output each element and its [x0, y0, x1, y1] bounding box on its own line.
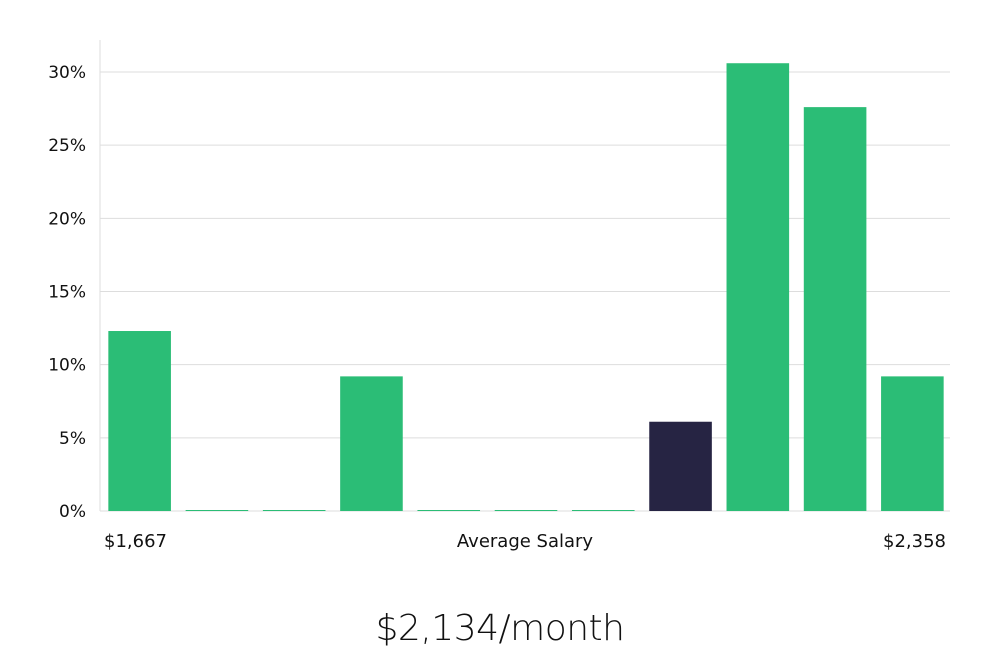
- x-axis-label: Average Salary: [457, 531, 594, 552]
- x-min-label: $1,667: [104, 531, 167, 552]
- bar: [108, 331, 171, 511]
- y-tick-label: 30%: [48, 63, 86, 83]
- y-tick-label: 25%: [48, 136, 86, 156]
- average-salary-headline: $2,134/month: [375, 608, 625, 649]
- y-tick-label: 0%: [59, 502, 86, 522]
- bar-highlighted: [649, 421, 712, 511]
- gridlines: [100, 71, 950, 512]
- bar: [881, 376, 944, 511]
- bar: [726, 63, 790, 511]
- bar: [803, 107, 867, 512]
- y-tick-label: 5%: [59, 429, 86, 449]
- bar: [494, 510, 558, 511]
- bar: [185, 510, 249, 511]
- bar: [262, 510, 326, 511]
- bars: [108, 63, 944, 512]
- y-tick-label: 20%: [48, 209, 86, 229]
- x-max-label: $2,358: [883, 531, 946, 552]
- y-tick-label: 10%: [48, 356, 86, 376]
- bar: [417, 510, 481, 511]
- salary-histogram: 0% 5% 10% 15% 20% 25% 30% $1,667 Average Salar…: [48, 40, 950, 552]
- bar: [340, 376, 403, 511]
- y-axis-ticks: 0% 5% 10% 15% 20% 25% 30%: [48, 63, 86, 522]
- y-tick-label: 15%: [48, 283, 86, 303]
- bar: [571, 510, 635, 511]
